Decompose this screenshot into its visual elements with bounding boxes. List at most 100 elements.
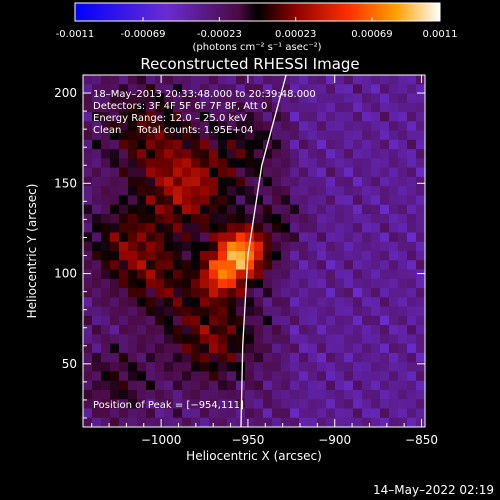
heatmap-cell	[92, 408, 102, 419]
heatmap-cell	[146, 334, 156, 345]
heatmap-cell	[227, 204, 237, 215]
heatmap-cell	[317, 158, 327, 169]
heatmap-cell	[389, 306, 399, 317]
heatmap-cell	[164, 315, 174, 326]
heatmap-cell	[92, 380, 102, 391]
heatmap-cell	[380, 195, 390, 206]
heatmap-cell	[290, 241, 300, 252]
heatmap-cell	[254, 362, 264, 373]
heatmap-cell	[137, 352, 147, 363]
heatmap-cell	[191, 158, 201, 169]
heatmap-cell	[110, 306, 120, 317]
heatmap-cell	[191, 195, 201, 206]
annotation-detectors: Detectors: 3F 4F 5F 6F 7F 8F, Att 0	[93, 101, 267, 112]
heatmap-cell	[281, 389, 291, 400]
heatmap-cell	[227, 139, 237, 150]
heatmap-cell	[326, 139, 336, 150]
heatmap-cell	[236, 334, 246, 345]
heatmap-cell	[272, 278, 282, 289]
heatmap-cell	[110, 241, 120, 252]
heatmap-cell	[254, 399, 264, 410]
heatmap-cell	[344, 278, 354, 289]
heatmap-cell	[182, 195, 192, 206]
heatmap-cell	[173, 251, 183, 261]
heatmap-cell	[236, 288, 246, 298]
heatmap-cell	[272, 269, 282, 280]
x-axis-label: Heliocentric X (arcsec)	[186, 449, 322, 463]
heatmap-cell	[164, 352, 174, 363]
heatmap-cell	[218, 241, 228, 252]
heatmap-cell	[119, 251, 129, 261]
heatmap-cell	[254, 260, 264, 271]
heatmap-cell	[362, 241, 372, 252]
heatmap-cell	[218, 121, 228, 132]
heatmap-cell	[119, 223, 129, 234]
solar-limb-arc	[240, 75, 287, 427]
heatmap-cell	[380, 278, 390, 289]
heatmap-cell	[362, 371, 372, 382]
heatmap-cell	[227, 343, 237, 354]
heatmap-cell	[191, 102, 201, 113]
heatmap-cell	[317, 315, 327, 326]
heatmap-cell	[353, 399, 363, 410]
heatmap-cell	[173, 232, 183, 243]
heatmap-cell	[407, 93, 417, 104]
colorbar-tick-label: 0.00069	[351, 29, 392, 40]
heatmap-cell	[416, 297, 425, 308]
heatmap-cell	[335, 112, 345, 122]
heatmap-cell	[335, 93, 345, 104]
heatmap-cell	[416, 121, 425, 132]
heatmap-cell	[371, 149, 381, 159]
heatmap-cell	[182, 269, 192, 280]
heatmap-cell	[119, 389, 129, 400]
heatmap-cell	[146, 195, 156, 206]
heatmap-cell	[407, 186, 417, 197]
heatmap-cell	[155, 380, 165, 391]
heatmap-cell	[173, 223, 183, 234]
chart-title: Reconstructed RHESSI Image	[140, 55, 359, 73]
heatmap-cell	[299, 75, 309, 85]
heatmap-cell	[146, 130, 156, 141]
heatmap-cell	[407, 195, 417, 206]
heatmap-cell	[416, 352, 425, 363]
heatmap-cell	[308, 186, 318, 197]
heatmap-cell	[272, 306, 282, 317]
heatmap-cell	[155, 130, 165, 141]
heatmap-cell	[155, 167, 165, 178]
heatmap-cell	[299, 102, 309, 113]
heatmap-cell	[200, 149, 210, 159]
heatmap-cell	[254, 130, 264, 141]
heatmap-cell	[128, 278, 138, 289]
heatmap-cell	[353, 102, 363, 113]
annotation-clean: Clean Total counts: 1.95E+04	[93, 125, 253, 136]
heatmap-cell	[227, 306, 237, 317]
heatmap-cell	[272, 399, 282, 410]
heatmap-cell	[335, 102, 345, 113]
heatmap-cell	[254, 204, 264, 215]
heatmap-cell	[308, 260, 318, 271]
heatmap-cell	[236, 260, 246, 271]
heatmap-cell	[128, 343, 138, 354]
heatmap-cell	[119, 195, 129, 206]
heatmap-cell	[191, 408, 201, 419]
heatmap-cell	[362, 213, 372, 224]
heatmap-cell	[128, 315, 138, 326]
heatmap-cell	[389, 176, 399, 187]
heatmap-cell	[245, 195, 255, 206]
heatmap-cell	[326, 232, 336, 243]
heatmap-cell	[272, 380, 282, 391]
heatmap-cell	[254, 75, 264, 85]
heatmap-cell	[110, 149, 120, 159]
heatmap-cell	[83, 223, 93, 234]
heatmap-cell	[317, 84, 327, 95]
heatmap-cell	[407, 389, 417, 400]
heatmap-cell	[128, 139, 138, 150]
heatmap-cell	[128, 102, 138, 113]
heatmap-cell	[317, 269, 327, 280]
heatmap-cell	[380, 75, 390, 85]
heatmap-cell	[119, 315, 129, 326]
heatmap-cell	[182, 223, 192, 234]
heatmap-cell	[155, 158, 165, 169]
heatmap-cell	[398, 343, 408, 354]
heatmap-cell	[146, 408, 156, 419]
